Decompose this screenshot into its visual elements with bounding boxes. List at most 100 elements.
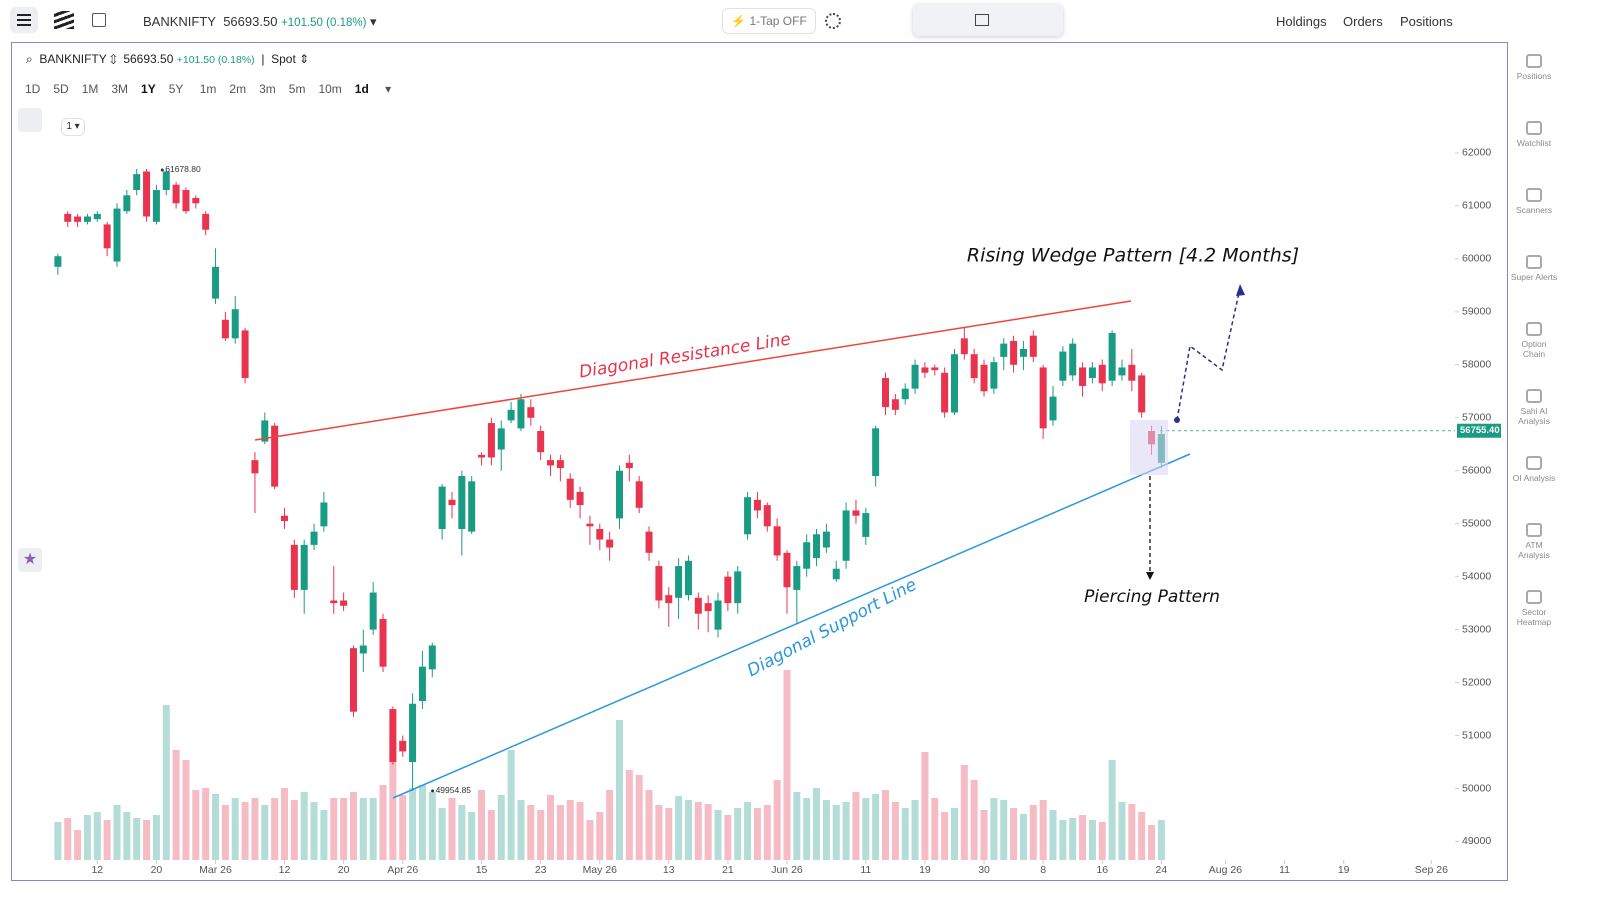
- volume-bar: [1010, 808, 1018, 860]
- rect-tool[interactable]: [975, 14, 989, 26]
- interval[interactable]: 5m: [288, 82, 306, 96]
- volume-bar: [1128, 804, 1136, 860]
- x-tick-label: 12: [91, 864, 103, 876]
- sidebar-item[interactable]: Positions: [1510, 54, 1558, 81]
- nav-positions[interactable]: Positions: [1400, 14, 1453, 29]
- volume-bar: [882, 790, 890, 860]
- volume-bar: [1000, 800, 1008, 860]
- range[interactable]: 1D: [25, 82, 41, 96]
- candle-body: [320, 502, 328, 527]
- candle-body: [300, 544, 308, 590]
- range[interactable]: 5D: [53, 82, 69, 96]
- range[interactable]: 1Y: [141, 82, 156, 96]
- sidebar-icon: [1526, 456, 1542, 470]
- sidebar-icon: [1526, 255, 1542, 269]
- layout-button[interactable]: [92, 13, 106, 27]
- range[interactable]: 3M: [111, 82, 129, 96]
- x-tick-label: 20: [151, 864, 163, 876]
- high-marker: [160, 168, 164, 172]
- candle-body: [310, 531, 318, 545]
- x-tick-label: Aug 26: [1209, 864, 1242, 876]
- crosshair-tool[interactable]: [18, 108, 42, 132]
- x-tick-label: 15: [476, 864, 488, 876]
- sidebar-icon: [1526, 121, 1542, 135]
- top-bar: BANKNIFTY 56693.50 +101.50 (0.18%) ▾ ⚡ 1…: [0, 0, 1600, 42]
- sidebar-icon: [1526, 523, 1542, 537]
- x-tick-label: 16: [1096, 864, 1108, 876]
- sidebar-item[interactable]: ATM Analysis: [1510, 523, 1558, 560]
- candle-body: [241, 330, 249, 379]
- chart-symbol[interactable]: ⌕ BANKNIFTY ⇕ 56693.50 +101.50 (0.18%) |…: [26, 52, 310, 66]
- sidebar-label: ATM Analysis: [1518, 540, 1550, 560]
- candle-body: [271, 425, 279, 487]
- segment[interactable]: Spot: [271, 52, 296, 66]
- candle-body: [645, 531, 653, 553]
- y-tick-label: 49000: [1462, 835, 1491, 847]
- pane-selector[interactable]: 1 ▾: [61, 118, 85, 136]
- arrow-head: [1236, 284, 1245, 296]
- menu-button[interactable]: [10, 7, 38, 33]
- candle-body: [93, 213, 101, 220]
- candle-body: [448, 499, 456, 506]
- range[interactable]: 5Y: [168, 82, 184, 96]
- volume-bar: [813, 788, 821, 860]
- one-tap-button[interactable]: ⚡ 1-Tap OFF: [722, 8, 816, 34]
- candle-body: [64, 213, 72, 222]
- interval[interactable]: 3m: [259, 82, 276, 96]
- volume-bar: [123, 812, 131, 860]
- candle-body: [83, 216, 91, 222]
- symbol[interactable]: BANKNIFTY 56693.50 +101.50 (0.18%) ▾: [143, 14, 377, 29]
- candle-body: [497, 428, 505, 450]
- candle-body: [813, 534, 821, 559]
- candle-body: [950, 354, 958, 413]
- volume-bar: [960, 765, 968, 860]
- candle-body: [724, 576, 732, 604]
- candle-body: [842, 510, 850, 561]
- favorites-tool[interactable]: ★: [18, 548, 42, 572]
- volume-bar: [359, 798, 367, 860]
- volume-bar: [1079, 815, 1087, 860]
- sidebar-item[interactable]: Sahi AI Analysis: [1510, 389, 1558, 426]
- x-tick-label: 19: [919, 864, 931, 876]
- piercing-label: Piercing Pattern: [1084, 587, 1220, 607]
- candle-body: [862, 513, 870, 537]
- settings-button[interactable]: [825, 13, 841, 29]
- y-tick-label: 56000: [1462, 465, 1491, 477]
- candle-body: [714, 600, 722, 630]
- sidebar-item[interactable]: Super Alerts: [1510, 255, 1558, 282]
- x-tick-label: 12: [279, 864, 291, 876]
- volume-bar: [852, 792, 860, 860]
- one-tap-label: 1-Tap OFF: [749, 14, 807, 28]
- sidebar-item[interactable]: Scanners: [1510, 188, 1558, 215]
- candle-body: [566, 478, 574, 500]
- candle-body: [753, 499, 761, 511]
- interval[interactable]: 2m: [229, 82, 247, 96]
- range[interactable]: 1M: [81, 82, 99, 96]
- volume-bar: [842, 802, 850, 860]
- volume-bar: [74, 830, 82, 860]
- candle-body: [212, 266, 220, 299]
- candle-body: [852, 510, 860, 516]
- nav-orders[interactable]: Orders: [1343, 14, 1383, 29]
- sidebar-label: Sector Heatmap: [1516, 607, 1552, 627]
- sidebar-item[interactable]: OI Analysis: [1510, 456, 1558, 483]
- candle-body: [1059, 351, 1067, 381]
- volume-bar: [517, 800, 525, 860]
- candle-body: [1138, 375, 1146, 413]
- volume-bar: [1019, 814, 1027, 860]
- nav-holdings[interactable]: Holdings: [1276, 14, 1327, 29]
- last-price-label: 56755.40: [1460, 425, 1500, 436]
- interval[interactable]: 10m: [318, 82, 342, 96]
- volume-bar: [340, 798, 348, 860]
- candle-body: [793, 566, 801, 590]
- sidebar-item[interactable]: Option Chain: [1510, 322, 1558, 359]
- volume-bar: [369, 798, 377, 860]
- pane-number: 1: [66, 121, 72, 132]
- interval[interactable]: 1m: [199, 82, 217, 96]
- interval[interactable]: 1d: [354, 82, 369, 96]
- sidebar-item[interactable]: Sector Heatmap: [1510, 590, 1558, 627]
- volume-bar: [93, 812, 101, 860]
- sidebar-item[interactable]: Watchlist: [1510, 121, 1558, 148]
- x-tick-label: 13: [663, 864, 675, 876]
